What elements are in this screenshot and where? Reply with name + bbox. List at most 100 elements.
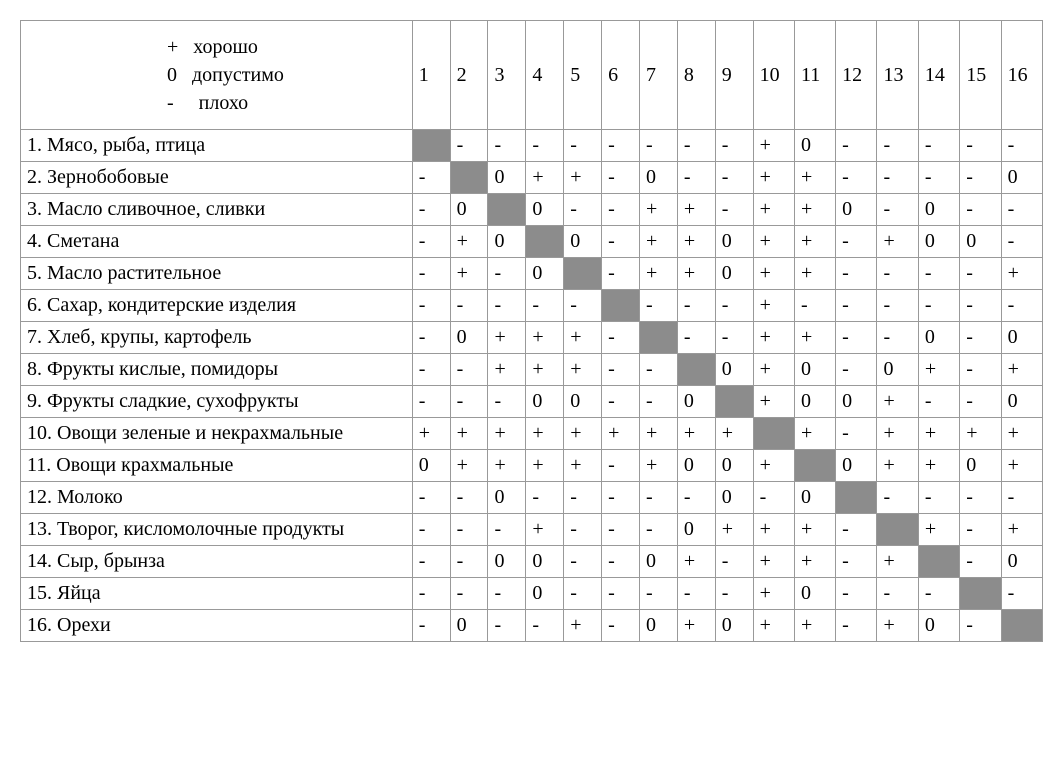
compatibility-table: + хорошо 0 допустимо - плохо 1 2 3 4 5 6… bbox=[20, 20, 1043, 642]
cell: + bbox=[450, 450, 488, 482]
cell: - bbox=[602, 578, 640, 610]
cell: + bbox=[677, 226, 715, 258]
col-header: 5 bbox=[564, 21, 602, 130]
cell: - bbox=[602, 386, 640, 418]
cell: - bbox=[877, 130, 918, 162]
cell: - bbox=[602, 258, 640, 290]
cell: - bbox=[526, 610, 564, 642]
cell: - bbox=[677, 290, 715, 322]
cell: 0 bbox=[488, 162, 526, 194]
col-header: 8 bbox=[677, 21, 715, 130]
col-header: 15 bbox=[960, 21, 1001, 130]
cell: 0 bbox=[715, 610, 753, 642]
cell: - bbox=[677, 482, 715, 514]
cell: - bbox=[836, 418, 877, 450]
cell: - bbox=[836, 130, 877, 162]
cell: - bbox=[877, 162, 918, 194]
table-row: 15. Яйца---0-----+0---- bbox=[21, 578, 1043, 610]
table-row: 10. Овощи зеленые и некрахмальные+++++++… bbox=[21, 418, 1043, 450]
cell: 0 bbox=[794, 482, 835, 514]
cell: + bbox=[488, 322, 526, 354]
cell: + bbox=[794, 514, 835, 546]
cell: + bbox=[877, 546, 918, 578]
row-label: 11. Овощи крахмальные bbox=[21, 450, 413, 482]
cell: 0 bbox=[836, 386, 877, 418]
legend-good: + хорошо bbox=[167, 33, 402, 61]
cell: - bbox=[715, 322, 753, 354]
cell: + bbox=[753, 322, 794, 354]
cell: - bbox=[639, 130, 677, 162]
cell: 0 bbox=[836, 450, 877, 482]
cell: + bbox=[753, 450, 794, 482]
cell: + bbox=[564, 322, 602, 354]
cell: - bbox=[960, 194, 1001, 226]
cell: 0 bbox=[918, 194, 959, 226]
row-label: 16. Орехи bbox=[21, 610, 413, 642]
cell: + bbox=[753, 578, 794, 610]
table-row: 13. Творог, кисломолочные продукты---+--… bbox=[21, 514, 1043, 546]
cell: - bbox=[836, 162, 877, 194]
table-row: 9. Фрукты сладкие, сухофрукты---00--0+00… bbox=[21, 386, 1043, 418]
cell bbox=[1001, 610, 1042, 642]
col-header: 2 bbox=[450, 21, 488, 130]
cell: 0 bbox=[918, 610, 959, 642]
cell: - bbox=[488, 290, 526, 322]
cell: - bbox=[836, 290, 877, 322]
cell: - bbox=[918, 130, 959, 162]
cell: - bbox=[602, 450, 640, 482]
cell: - bbox=[526, 290, 564, 322]
cell: 0 bbox=[1001, 386, 1042, 418]
cell: + bbox=[794, 258, 835, 290]
cell: + bbox=[526, 354, 564, 386]
cell bbox=[450, 162, 488, 194]
cell: + bbox=[450, 258, 488, 290]
cell: - bbox=[677, 130, 715, 162]
cell: - bbox=[836, 322, 877, 354]
cell: 0 bbox=[715, 354, 753, 386]
cell: - bbox=[715, 578, 753, 610]
cell: - bbox=[602, 514, 640, 546]
cell: - bbox=[412, 322, 450, 354]
cell: - bbox=[877, 194, 918, 226]
cell: - bbox=[564, 290, 602, 322]
cell: - bbox=[412, 610, 450, 642]
cell: - bbox=[960, 130, 1001, 162]
cell: - bbox=[836, 610, 877, 642]
cell: 0 bbox=[715, 258, 753, 290]
cell: + bbox=[450, 418, 488, 450]
cell: + bbox=[794, 194, 835, 226]
cell: - bbox=[488, 386, 526, 418]
cell: 0 bbox=[715, 482, 753, 514]
table-row: 2. Зернобобовые-0++-0--++----0 bbox=[21, 162, 1043, 194]
row-label: 13. Творог, кисломолочные продукты bbox=[21, 514, 413, 546]
cell: + bbox=[753, 258, 794, 290]
cell bbox=[488, 194, 526, 226]
col-header: 4 bbox=[526, 21, 564, 130]
cell: - bbox=[602, 354, 640, 386]
cell: + bbox=[877, 386, 918, 418]
cell: + bbox=[526, 450, 564, 482]
cell: 0 bbox=[960, 226, 1001, 258]
cell: 0 bbox=[918, 322, 959, 354]
cell: - bbox=[412, 546, 450, 578]
cell bbox=[877, 514, 918, 546]
cell: + bbox=[753, 514, 794, 546]
cell: - bbox=[794, 290, 835, 322]
col-header: 9 bbox=[715, 21, 753, 130]
cell: - bbox=[960, 322, 1001, 354]
row-label: 4. Сметана bbox=[21, 226, 413, 258]
col-header: 6 bbox=[602, 21, 640, 130]
cell: + bbox=[753, 130, 794, 162]
cell: + bbox=[715, 418, 753, 450]
cell: - bbox=[1001, 482, 1042, 514]
cell: + bbox=[677, 258, 715, 290]
cell: 0 bbox=[564, 226, 602, 258]
cell: 0 bbox=[526, 258, 564, 290]
cell: + bbox=[753, 290, 794, 322]
col-header: 3 bbox=[488, 21, 526, 130]
cell: 0 bbox=[715, 450, 753, 482]
col-header: 11 bbox=[794, 21, 835, 130]
cell: 0 bbox=[488, 226, 526, 258]
cell: - bbox=[602, 194, 640, 226]
cell: 0 bbox=[526, 578, 564, 610]
